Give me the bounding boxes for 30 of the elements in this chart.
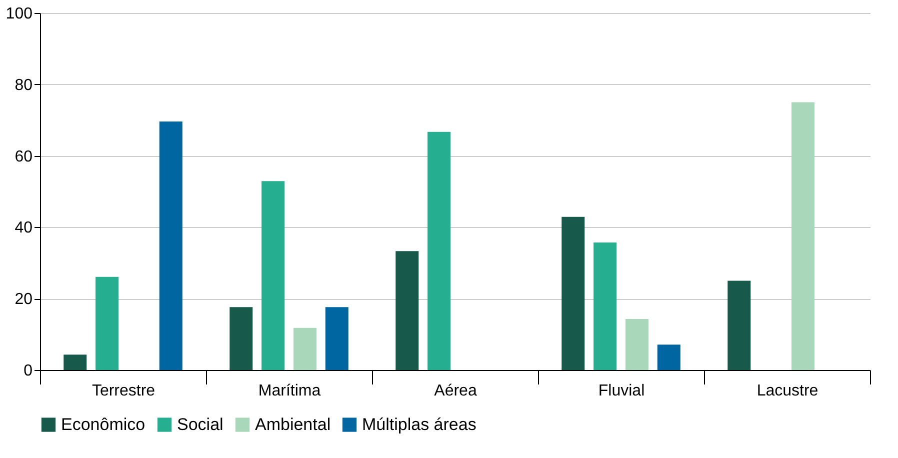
bar [625,318,648,370]
bar [159,122,182,370]
x-tick-label: Lacustre [756,382,818,400]
y-tick-label: 0 [24,362,33,380]
legend-label: Múltiplas áreas [362,414,476,434]
y-tick-label: 40 [14,220,33,237]
legend-label: Social [177,414,224,434]
bar [562,216,585,370]
x-tick-label: Marítima [258,382,321,400]
x-tick-label: Terrestre [92,382,156,400]
bar [325,307,348,370]
bar [791,102,814,370]
bar [262,181,285,370]
bar [396,251,419,370]
x-tick-label: Fluvial [598,382,645,400]
x-tick-label: Aérea [434,382,477,400]
bar [657,344,680,370]
bar [428,132,451,370]
bar [594,242,617,370]
y-tick-label: 100 [6,6,33,22]
legend-label: Ambiental [255,414,331,434]
bar [96,276,119,370]
bar [64,354,87,370]
bar [293,328,316,370]
y-tick-label: 60 [14,148,33,166]
y-tick-label: 20 [14,291,33,308]
bar [728,280,751,370]
y-tick-label: 80 [14,76,33,94]
bar [230,307,253,370]
legend-label: Econômico [61,414,146,434]
